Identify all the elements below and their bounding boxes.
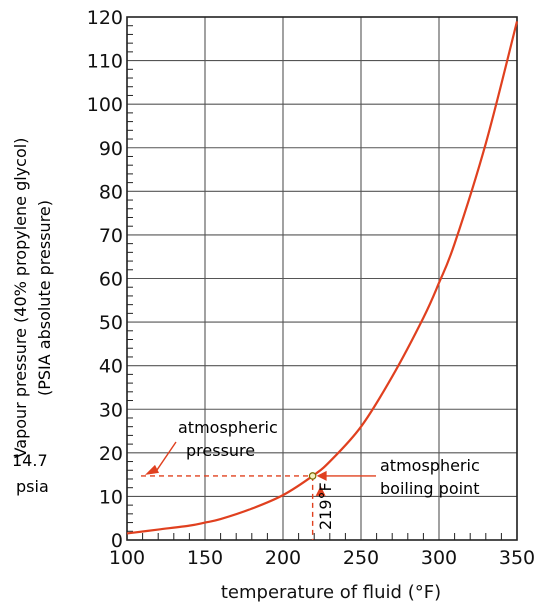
pressure-unit-label: psia — [16, 477, 49, 496]
pressure-arrow-head — [145, 464, 159, 475]
atmospheric-pressure-label-line1: atmospheric — [178, 418, 278, 437]
x-tick-label: 300 — [421, 547, 457, 569]
y-tick-label: 30 — [99, 399, 123, 421]
boiling-point-label-line2: boiling point — [380, 479, 479, 498]
atmospheric-pressure-label-line2: pressure — [186, 441, 255, 460]
x-axis-title: temperature of fluid (°F) — [221, 582, 441, 603]
y-tick-label: 70 — [99, 225, 123, 247]
boiling-point-label-line1: atmospheric — [380, 456, 480, 475]
x-tick-label: 200 — [265, 547, 301, 569]
y-tick-label: 40 — [99, 356, 123, 378]
y-tick-label: 20 — [99, 443, 123, 465]
y-tick-label: 10 — [99, 486, 123, 508]
pressure-value-label: 14.7 — [12, 451, 48, 470]
vapour-pressure-curve — [126, 21, 519, 535]
pressure-arrow — [156, 441, 177, 471]
y-axis-title-line2: (PSIA absolute pressure) — [35, 200, 54, 396]
temperature-arrow-head — [315, 485, 326, 496]
x-tick-label: 250 — [343, 547, 379, 569]
x-tick-label: 350 — [499, 547, 535, 569]
y-tick-label: 60 — [99, 269, 123, 291]
x-tick-label: 100 — [109, 547, 145, 569]
y-tick-label: 80 — [99, 181, 123, 203]
boiling-point-arrow-head — [316, 470, 327, 481]
minor-ticks — [127, 25, 502, 540]
y-tick-label: 120 — [87, 7, 123, 29]
y-tick-label: 90 — [99, 138, 123, 160]
boiling-point-marker — [308, 472, 317, 480]
y-axis-title-line1: Vapour pressure (40% propylene glycol) — [11, 138, 30, 459]
boiling-temperature-label: 219°F — [316, 482, 335, 530]
x-tick-label: 150 — [187, 547, 223, 569]
y-tick-label: 50 — [99, 312, 123, 334]
y-tick-label: 0 — [111, 530, 123, 552]
plot-frame — [126, 16, 518, 541]
x-tick-labels: 100 150 200 250 300 350 — [109, 547, 535, 569]
y-tick-label: 100 — [87, 94, 123, 116]
y-tick-label: 110 — [87, 51, 123, 73]
y-tick-labels: 0 10 20 30 40 50 60 70 80 90 100 110 120 — [87, 7, 123, 552]
